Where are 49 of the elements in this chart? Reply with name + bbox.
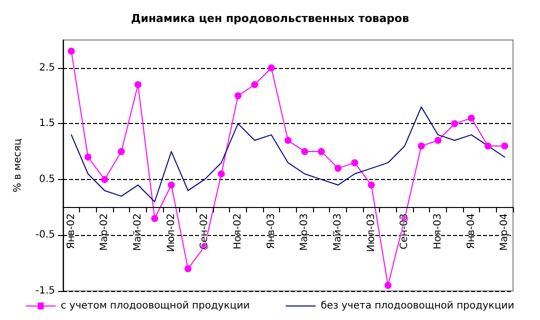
point	[384, 282, 392, 289]
point	[368, 182, 375, 189]
point	[84, 154, 92, 161]
point	[251, 81, 258, 88]
y-axis-title: % в месяц	[12, 138, 24, 192]
point	[168, 182, 175, 189]
point	[501, 142, 508, 150]
x-tick-label: Май-03	[332, 213, 344, 251]
point	[301, 148, 308, 156]
point	[184, 265, 192, 272]
x-tick-label: Сен-03	[399, 213, 410, 250]
x-tick-label: Янв-04	[466, 213, 477, 250]
y-tick-label: 0.5	[39, 174, 55, 185]
point	[68, 48, 75, 55]
y-tick-label: -1.5	[35, 286, 55, 296]
x-tick-label: Мар-03	[299, 213, 310, 251]
point	[151, 214, 158, 222]
chart-title: Динамика цен продовольственных товаров	[130, 12, 410, 25]
x-tick-label: Мар-02	[99, 213, 110, 251]
point	[351, 159, 358, 166]
legend-label: без учета плодоовощной продукции	[320, 300, 514, 312]
x-tick-label: Янв-03	[266, 213, 277, 250]
point	[234, 92, 242, 100]
x-tick-label: Мар-04	[499, 213, 510, 251]
point	[468, 114, 475, 122]
x-tick-label: Июл-02	[166, 213, 177, 252]
x-tick-label: Сен-02	[199, 213, 210, 250]
point	[418, 142, 425, 150]
point	[318, 148, 325, 156]
y-tick-label: 1.5	[39, 118, 55, 130]
y-tick-label: 2.5	[39, 62, 55, 74]
x-tick-label: Июл-03	[366, 213, 377, 252]
point	[118, 148, 125, 156]
point	[268, 64, 275, 72]
point	[334, 164, 342, 172]
x-tick-label: Май-02	[132, 213, 144, 251]
point	[218, 170, 225, 178]
x-tick-label: Ноя-02	[232, 213, 244, 250]
point	[101, 176, 108, 183]
point	[284, 136, 292, 144]
point	[484, 142, 492, 150]
legend-label: с учетом плодоовощной продукции	[60, 300, 250, 312]
x-tick-label: Янв-02	[66, 213, 77, 250]
point	[451, 120, 458, 128]
point	[134, 81, 142, 88]
line-series	[70, 106, 506, 202]
point	[434, 136, 442, 144]
y-tick-label: -0.5	[35, 230, 55, 241]
x-tick-label: Ноя-03	[432, 213, 444, 250]
